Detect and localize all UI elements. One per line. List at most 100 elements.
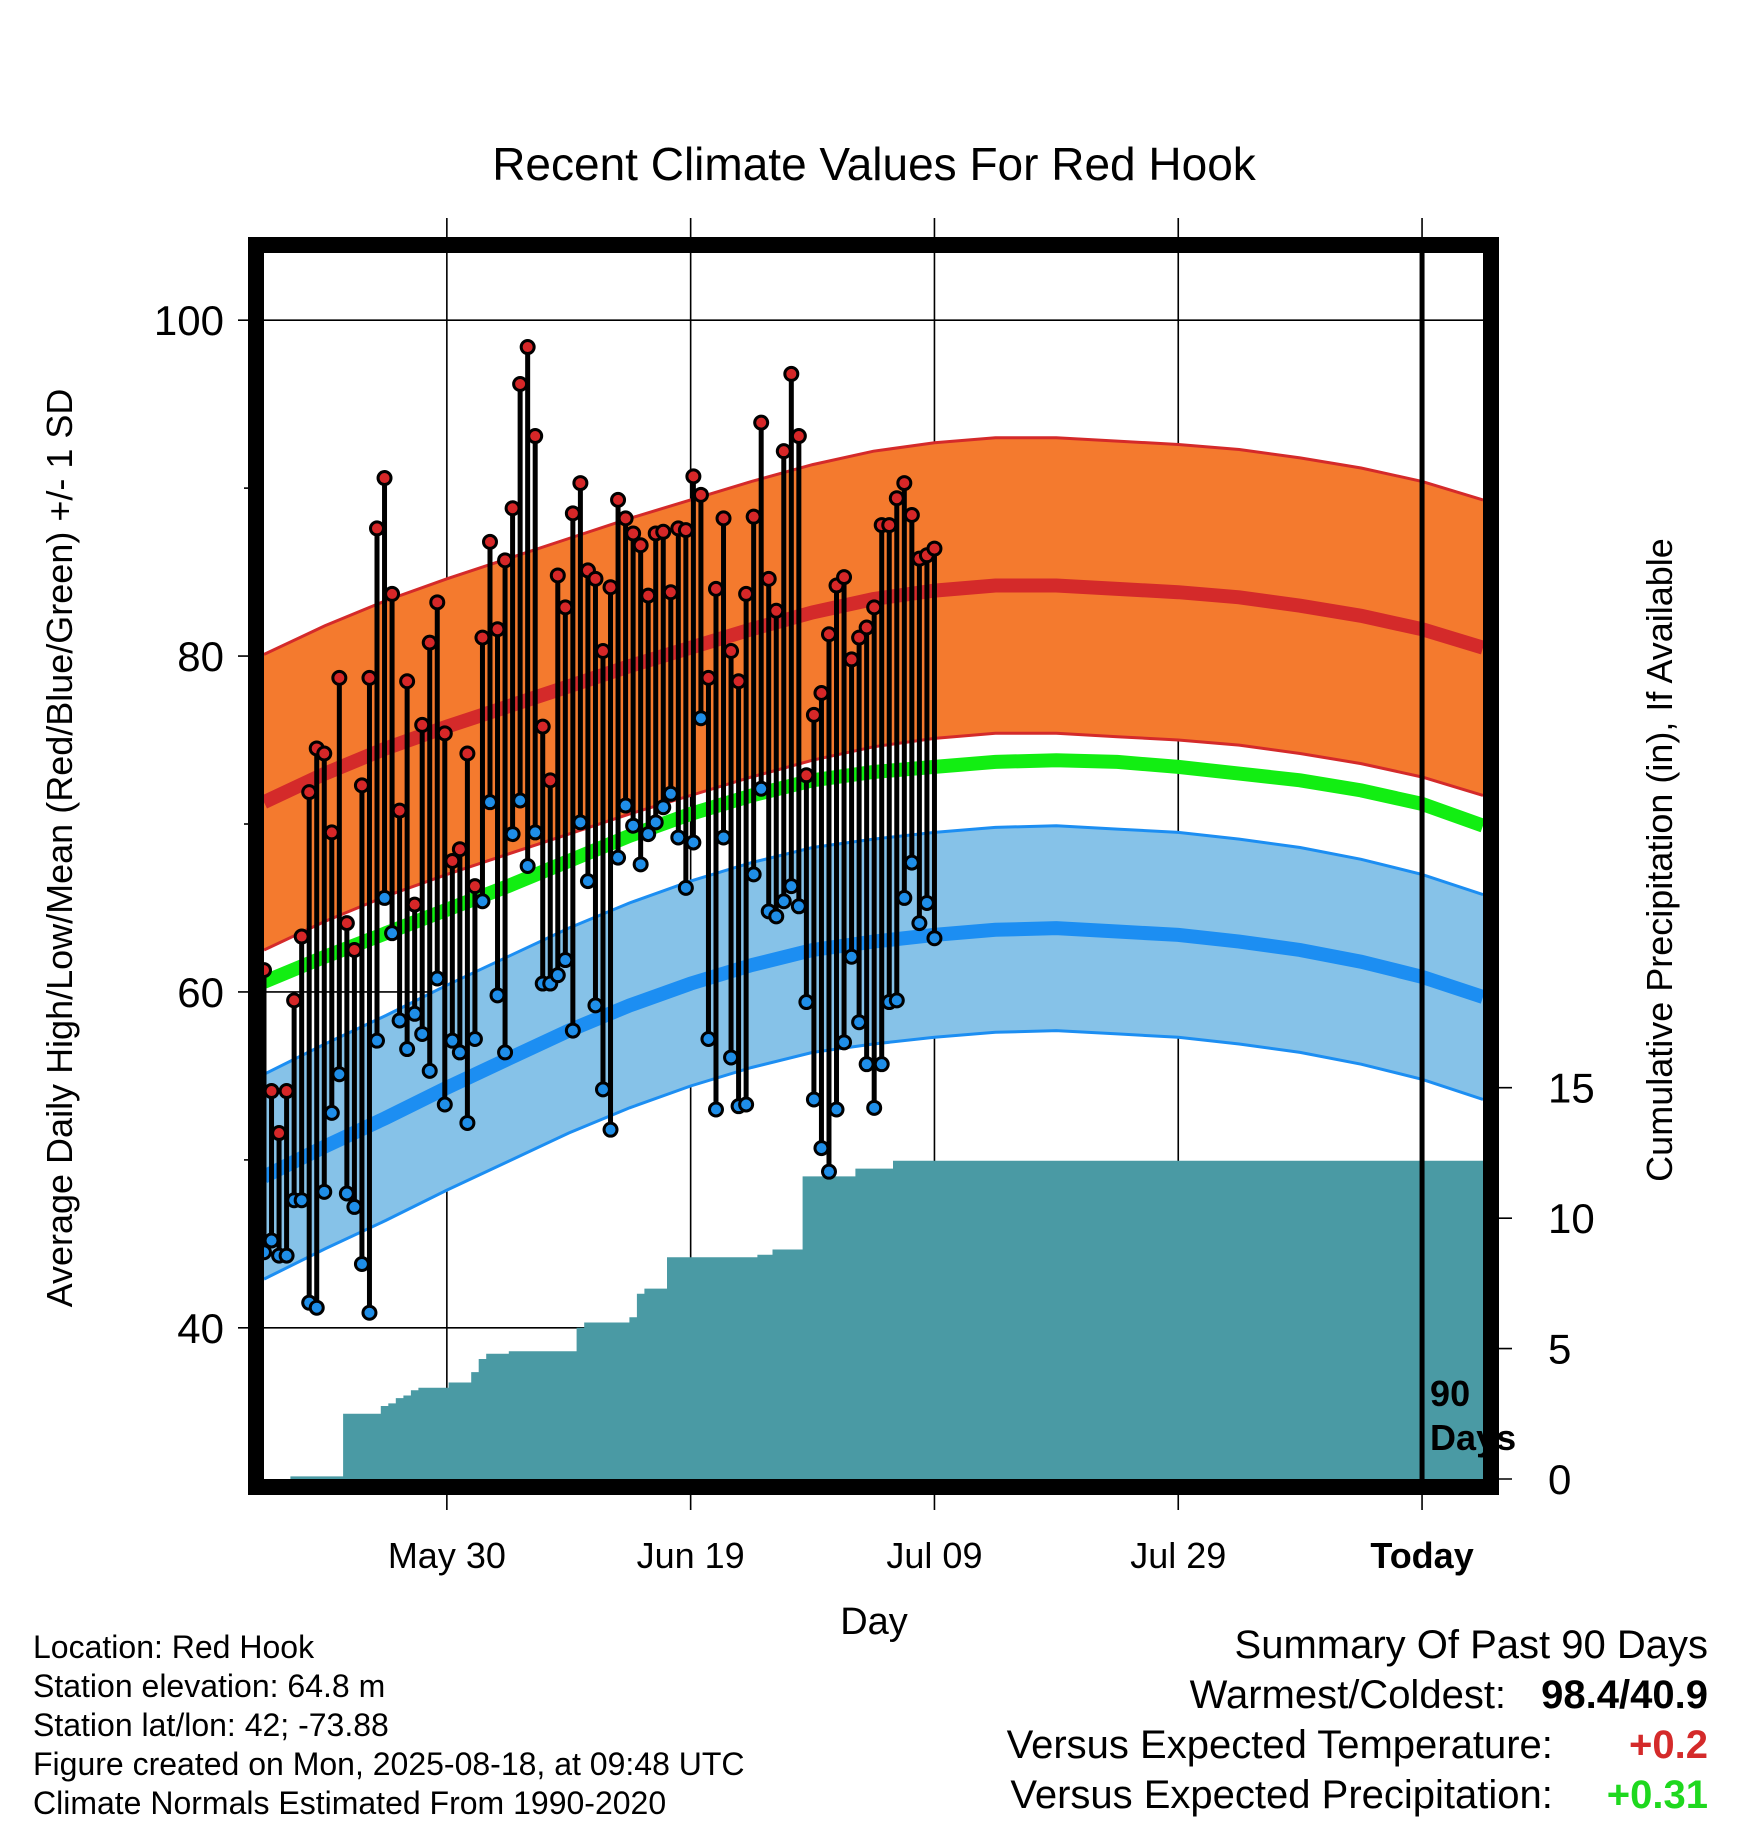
daily-low-point [466, 1030, 483, 1047]
daily-high-point [903, 506, 920, 523]
latlon-text: Station lat/lon: 42; -73.88 [33, 1707, 389, 1743]
daily-high-point [632, 537, 649, 554]
daily-high-point [745, 508, 762, 525]
daily-low-point [896, 889, 913, 906]
precip-value: +0.31 [1606, 1773, 1708, 1817]
daily-high-point [542, 772, 559, 789]
daily-low-point [625, 817, 642, 834]
daily-high-point [444, 852, 461, 869]
daily-high-point [798, 767, 815, 784]
daily-high-point [512, 375, 529, 392]
daily-low-point [504, 826, 521, 843]
temp-label: Versus Expected Temperature: [1006, 1723, 1553, 1767]
daily-high-point [813, 685, 830, 702]
daily-high-point [557, 599, 574, 616]
daily-low-point [436, 1096, 453, 1113]
daily-high-point [474, 629, 491, 646]
daily-low-point [338, 1185, 355, 1202]
daily-low-point [775, 893, 792, 910]
daily-low-point [918, 894, 935, 911]
temp-value: +0.2 [1629, 1723, 1708, 1767]
daily-low-point [692, 710, 709, 727]
summary-panel: Summary Of Past 90 Days Warmest/Coldest:… [1007, 1620, 1708, 1820]
y2-axis-label: Cumulative Precipitation (in), If Availa… [1639, 538, 1680, 1182]
daily-high-point [278, 1083, 295, 1100]
daily-high-point [564, 505, 581, 522]
daily-high-point [775, 443, 792, 460]
daily-low-point [474, 893, 491, 910]
x-tick-label: Today [1370, 1535, 1473, 1576]
daily-high-point [346, 941, 363, 958]
precip-label: Versus Expected Precipitation: [1010, 1773, 1553, 1817]
precipitation-area [264, 1160, 1483, 1479]
daily-low-point [587, 997, 604, 1014]
daily-high-point [376, 470, 393, 487]
daily-high-point [805, 706, 822, 723]
daily-high-point [549, 567, 566, 584]
daily-low-point [640, 826, 657, 843]
daily-low-point [820, 1163, 837, 1180]
daily-high-point [429, 594, 446, 611]
daily-high-point [888, 490, 905, 507]
daily-high-point [331, 669, 348, 686]
daily-low-point [512, 792, 529, 809]
daily-low-point [323, 1104, 340, 1121]
daily-low-point [610, 849, 627, 866]
daily-low-point [873, 1056, 890, 1073]
daily-high-point [384, 585, 401, 602]
daily-high-point [783, 365, 800, 382]
daily-low-point [429, 970, 446, 987]
daily-high-point [851, 629, 868, 646]
daily-low-point [843, 948, 860, 965]
daily-high-point [504, 500, 521, 517]
daily-low-point [316, 1183, 333, 1200]
daily-high-point [881, 517, 898, 534]
daily-low-point [331, 1066, 348, 1083]
daily-low-point [858, 1056, 875, 1073]
daily-high-point [858, 619, 875, 636]
daily-low-point [745, 866, 762, 883]
station-info: Location: Red Hook Station elevation: 64… [33, 1628, 745, 1823]
daily-high-point [368, 520, 385, 537]
daily-high-point [301, 784, 318, 801]
daily-high-point [527, 428, 544, 445]
plot-frame [248, 237, 1499, 1495]
daily-high-point [436, 725, 453, 742]
x-tick-label: Jun 19 [637, 1535, 745, 1576]
summary-title: Summary Of Past 90 Days [1234, 1623, 1708, 1667]
chart-title: Recent Climate Values For Red Hook [492, 138, 1257, 190]
y-tick-label: 60 [177, 969, 224, 1016]
daily-high-point [896, 475, 913, 492]
daily-high-point [338, 915, 355, 932]
daily-low-point [459, 1114, 476, 1131]
daily-high-point [489, 621, 506, 638]
y-tick-label: 80 [177, 633, 224, 680]
daily-low-point [406, 1005, 423, 1022]
daily-low-point [414, 1025, 431, 1042]
daily-low-point [911, 915, 928, 932]
daily-high-point [843, 651, 860, 668]
daily-low-point [836, 1034, 853, 1051]
x-tick-label: May 30 [388, 1535, 506, 1576]
daily-low-point [572, 814, 589, 831]
location-text: Location: Red Hook [33, 1629, 315, 1665]
daily-low-point [685, 834, 702, 851]
warm-cold-value: 98.4/40.9 [1541, 1673, 1708, 1717]
daily-high-point [316, 745, 333, 762]
summary-warm-cold: Warmest/Coldest: 98.4/40.9 [1007, 1670, 1708, 1720]
daily-low-point [738, 1096, 755, 1113]
daily-low-point [594, 1081, 611, 1098]
daily-low-point [677, 879, 694, 896]
daily-high-point [459, 745, 476, 762]
today-label: 90 [1430, 1373, 1470, 1414]
daily-low-point [753, 780, 770, 797]
daily-high-point [406, 896, 423, 913]
daily-low-point [632, 856, 649, 873]
daily-low-point [489, 987, 506, 1004]
daily-high-point [866, 599, 883, 616]
y-axis-label: Average Daily High/Low/Mean (Red/Blue/Gr… [39, 389, 80, 1308]
summary-temp: Versus Expected Temperature: +0.2 [1007, 1720, 1708, 1770]
elevation-text: Station elevation: 64.8 m [33, 1668, 386, 1704]
daily-low-point [790, 898, 807, 915]
